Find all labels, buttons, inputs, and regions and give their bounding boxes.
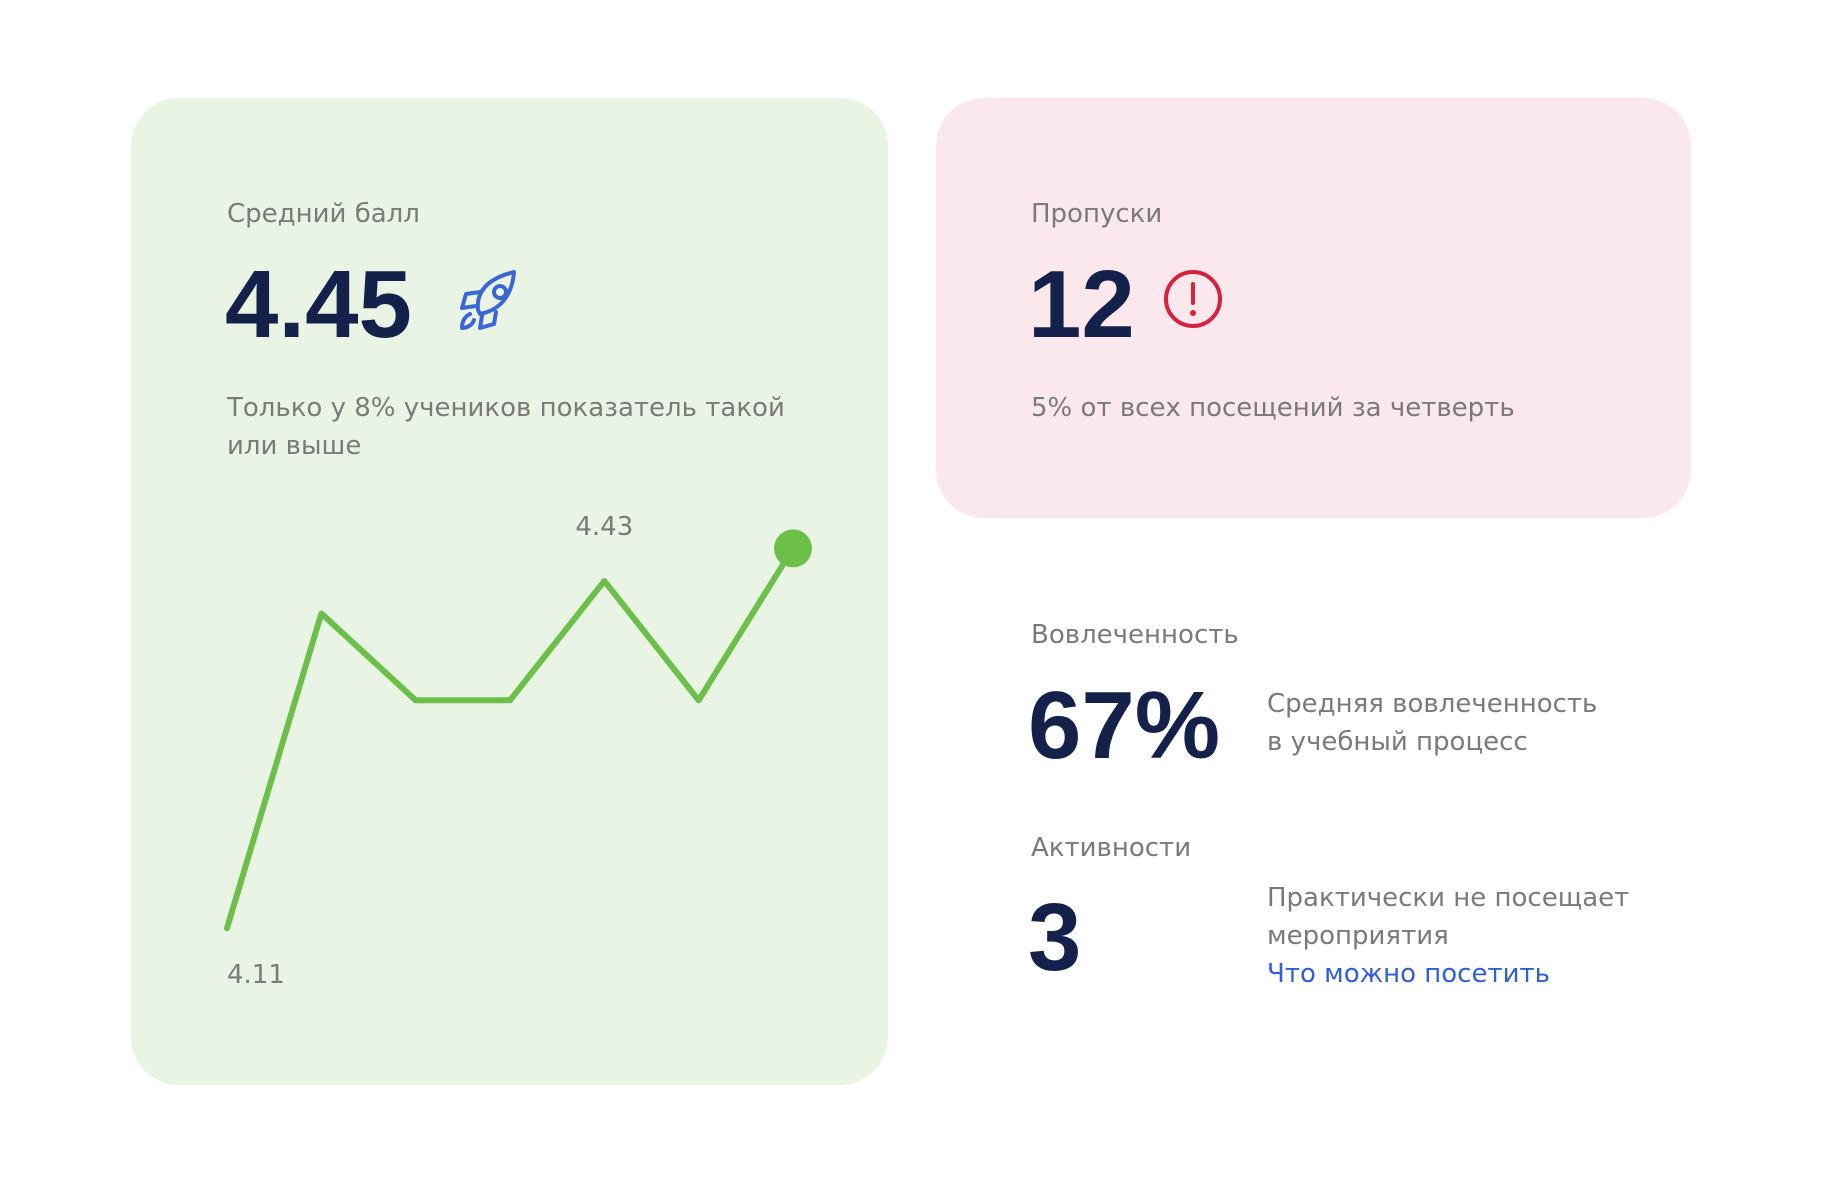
grade-label: Средний балл — [227, 199, 420, 229]
engagement-value: 67% — [1028, 672, 1220, 779]
grade-chart — [224, 529, 812, 932]
engagement-description: в учебный процесс — [1267, 727, 1528, 757]
last-point — [774, 529, 812, 568]
activities-description: мероприятия — [1267, 921, 1449, 951]
grade-card — [131, 98, 888, 1085]
engagement-description: Средняя вовлеченность — [1267, 689, 1597, 719]
value-label: 4.11 — [227, 960, 285, 990]
grade-value: 4.45 — [225, 251, 412, 358]
activities-description: Практически не посещает — [1267, 883, 1629, 913]
activities-value: 3 — [1028, 884, 1081, 991]
grade-description: или выше — [227, 431, 361, 461]
alert-icon — [1164, 270, 1222, 328]
grade-description: Только у 8% учеников показатель такой — [226, 393, 785, 423]
engagement-label: Вовлеченность — [1031, 620, 1239, 650]
absences-description: 5% от всех посещений за четверть — [1031, 393, 1515, 423]
value-label: 4.43 — [575, 512, 633, 542]
activities-link[interactable]: Что можно посетить — [1267, 959, 1550, 989]
absences-label: Пропуски — [1031, 199, 1162, 229]
activities-label: Активности — [1031, 833, 1191, 863]
rocket-icon — [460, 270, 516, 330]
absences-value: 12 — [1028, 251, 1135, 358]
absences-card — [936, 98, 1691, 518]
trend-line — [224, 545, 796, 932]
